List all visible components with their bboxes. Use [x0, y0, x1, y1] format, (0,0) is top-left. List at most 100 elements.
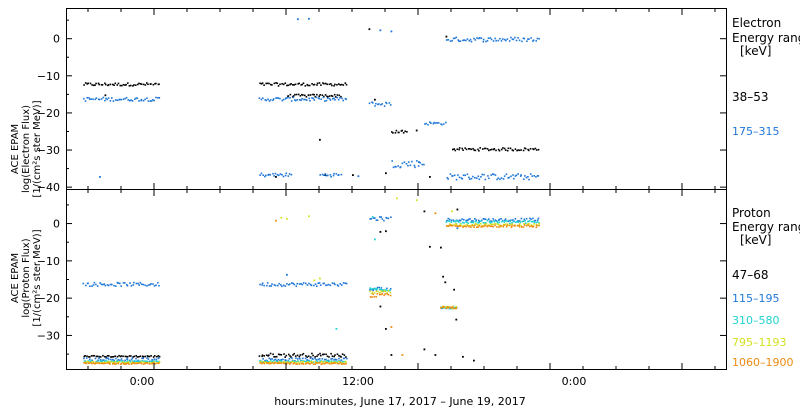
- data-point-electron-s1-g0-10: [98, 98, 101, 101]
- data-point-proton-s1-g6-24: [120, 358, 123, 360]
- data-point-proton-s1-g1-12: [278, 282, 280, 285]
- data-point-electron-s1-g4-9: [405, 163, 408, 165]
- data-point-proton-s4-g0-3: [450, 224, 452, 227]
- data-point-proton-s3-g0-39: [506, 223, 509, 225]
- data-point-proton-s4-g4-36: [315, 362, 317, 364]
- data-point-proton-s2-g3-33: [135, 360, 137, 363]
- data-point-proton-s1-g7-2: [262, 358, 264, 360]
- data-point-electron-s1-g1-0: [258, 97, 261, 99]
- data-point-electron-s0-g3-4: [458, 148, 460, 151]
- data-point-proton-s2-g0-17: [472, 221, 475, 224]
- data-point-proton-s1-g6-13: [103, 359, 105, 361]
- data-point-proton-s0-g0-34: [136, 356, 139, 358]
- data-point-proton-s4-g2-8: [452, 307, 455, 310]
- data-point-proton-s3-g0-48: [520, 224, 522, 227]
- data-point-proton-s2-g3-5: [90, 360, 93, 362]
- data-point-proton-s1-g5-6: [449, 307, 452, 310]
- data-point-proton-s2-g4-7: [270, 360, 272, 362]
- data-point-electron-s1-g6-0: [446, 177, 449, 179]
- data-point-proton-s0-g0-29: [128, 355, 131, 357]
- data-point-proton-s1-g6-37: [141, 357, 143, 360]
- data-point-proton-s1-g3-9: [459, 219, 462, 222]
- data-point-electron-s1-g4-1: [392, 166, 395, 169]
- data-point-proton-s1-g0-36: [139, 281, 142, 284]
- data-point-proton-s4-g4-46: [331, 362, 334, 365]
- data-point-electron-s0-g2-2: [289, 93, 292, 96]
- data-point-electron-s1-g3-36: [501, 38, 504, 40]
- data-point-proton-s2-g0-26: [486, 219, 489, 222]
- data-point-electron-s1-g6-47: [519, 175, 522, 177]
- data-point-proton-s2-g4-54: [343, 360, 346, 363]
- data-point-electron-s1-g1-18: [287, 96, 289, 99]
- data-point-electron-s1-g0-13: [104, 99, 106, 102]
- data-point-proton-s1-g0-40: [146, 285, 148, 287]
- data-point-electron-s1-g7-0: [259, 174, 261, 176]
- data-point-proton-s4-g4-47: [332, 362, 335, 364]
- data-point-proton-s4-g2-3: [445, 307, 448, 310]
- data-point-electron-s1-g6-22: [480, 176, 482, 178]
- data-point-electron-s1-g0-43: [150, 100, 153, 102]
- data-point-proton-s1-g0-7: [93, 281, 96, 284]
- data-point-proton-s2-g0-56: [533, 221, 535, 223]
- data-point-proton-s1-g7-15: [282, 358, 284, 361]
- data-point-electron-s1-g3-51: [526, 40, 528, 42]
- data-point-proton-s3-g3-45: [153, 361, 155, 363]
- data-point-proton-s1-g3-48: [520, 217, 523, 220]
- data-point-proton-s2-g0-34: [498, 221, 501, 224]
- data-point-electron-s1-g3-30: [492, 40, 495, 42]
- data-point-proton-s1-g4-3: [374, 217, 376, 219]
- data-point-proton-s4-g4-43: [326, 362, 329, 364]
- data-point-proton-s4-g4-39: [320, 363, 323, 365]
- data-point-proton-s4-g1-1: [371, 296, 373, 298]
- data-point-proton-s4-g3-6: [92, 362, 95, 364]
- data-point-proton-s4-g4-16: [284, 362, 287, 365]
- data-point-electron-s1-g1-31: [308, 97, 310, 100]
- data-point-proton-s0-g1-50: [338, 354, 340, 357]
- data-point-proton-s1-g7-35: [314, 357, 316, 360]
- data-point-proton-s1-g4-7: [380, 216, 382, 218]
- data-point-electron-s1-g3-16: [470, 40, 473, 43]
- data-point-proton-s1-g6-12: [101, 359, 104, 361]
- data-point-proton-s3-g3-15: [107, 361, 109, 363]
- y-tick-label-electron--40: −40: [37, 181, 60, 194]
- data-point-proton-s1-g3-46: [517, 220, 519, 222]
- data-point-proton-s1-g1-46: [331, 282, 334, 284]
- data-point-proton-s0-g1-21: [292, 354, 294, 356]
- data-point-proton-s4-g3-33: [134, 362, 137, 365]
- proton-legend-title-1: Proton: [732, 206, 771, 220]
- data-point-proton-s2-g4-53: [342, 360, 344, 363]
- data-point-electron-s1-g6-23: [481, 173, 483, 176]
- data-point-proton-s1-g6-4: [89, 358, 91, 361]
- data-point-electron-s0-g1-9: [273, 82, 276, 85]
- data-point-proton-s4-g3-10: [98, 362, 101, 365]
- data-point-electron-s1-g8-6: [329, 174, 332, 176]
- data-point-proton-s3-g4-52: [340, 361, 343, 364]
- data-point-electron-s1-g6-39: [507, 177, 509, 179]
- data-point-proton-s1-g7-40: [321, 358, 324, 360]
- data-point-proton-s2-g0-30: [493, 220, 495, 222]
- data-point-proton-s4-g0-44: [514, 225, 516, 227]
- data-point-proton-s4-g4-25: [298, 363, 301, 365]
- data-point-electron-s1-g7-8: [272, 172, 274, 175]
- data-point-electron-s1-g1-5: [267, 98, 269, 101]
- data-point-proton-s1-g7-24: [297, 358, 299, 360]
- data-point-electron-s0-g0-16: [107, 84, 110, 86]
- data-point-proton-s2-g0-22: [480, 220, 482, 222]
- data-point-proton-s0-p14: [462, 355, 464, 358]
- data-point-proton-s3-g0-19: [475, 223, 478, 226]
- data-point-proton-s1-g7-32: [309, 357, 312, 359]
- data-point-proton-s4-g3-40: [146, 362, 148, 364]
- data-point-proton-s2-g3-10: [99, 360, 101, 362]
- data-point-proton-s3-g0-59: [538, 222, 541, 225]
- data-point-electron-s1-g4-20: [423, 163, 425, 166]
- proton-panel: 0 −10 −20 −30 ACE EPAM log(Proton Flux) [1/…: [10, 190, 800, 369]
- data-point-proton-s4-g0-4: [451, 224, 454, 227]
- data-point-electron-s1-g1-22: [294, 99, 296, 101]
- data-point-electron-s1-g3-38: [505, 39, 507, 42]
- data-point-electron-s0-g3-41: [516, 149, 518, 152]
- data-point-proton-s4-g2-10: [455, 307, 458, 310]
- data-point-proton-s3-g0-25: [485, 223, 488, 225]
- data-point-proton-s3-p4: [308, 215, 310, 218]
- data-point-proton-s1-g0-28: [126, 284, 129, 287]
- data-point-proton-s2-g4-30: [305, 360, 308, 363]
